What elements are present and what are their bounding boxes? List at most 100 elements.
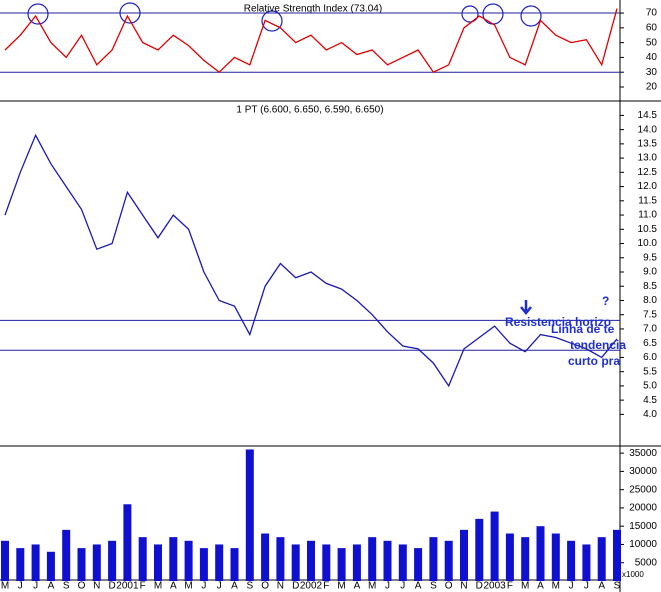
bar bbox=[521, 537, 530, 581]
y-tick-label: 13.0 bbox=[638, 153, 658, 164]
line bbox=[4, 8, 618, 74]
y-tick-label: 10.5 bbox=[638, 224, 658, 235]
y-tick-label: 40 bbox=[646, 52, 658, 63]
annotation: Resistencia horizo bbox=[505, 315, 611, 329]
circle bbox=[27, 3, 49, 25]
bar bbox=[475, 518, 484, 581]
y-tick-label: 11.0 bbox=[638, 210, 657, 221]
price-title: 1 PT (6.600, 6.650, 6.590, 6.650) bbox=[236, 105, 383, 116]
bar bbox=[108, 540, 117, 581]
x-tick-label: M bbox=[154, 581, 162, 592]
bar bbox=[184, 540, 193, 581]
x-tick-label: A bbox=[598, 581, 605, 592]
y-tick-label: 15000 bbox=[629, 521, 657, 532]
x-tick-label: S bbox=[430, 581, 437, 592]
bar bbox=[92, 544, 101, 581]
x-tick-label: D bbox=[292, 581, 299, 592]
x-tick-label: 2003 bbox=[483, 581, 506, 592]
bar bbox=[536, 526, 545, 581]
bar bbox=[276, 537, 285, 581]
x-tick-label: D bbox=[476, 581, 483, 592]
circle bbox=[520, 5, 542, 27]
y-tick-label: 12.0 bbox=[638, 181, 658, 192]
annotation: tendencia bbox=[570, 338, 626, 352]
bar bbox=[261, 533, 270, 581]
x-tick-label: O bbox=[261, 581, 269, 592]
x-tick-label: 2001 bbox=[116, 581, 139, 592]
arrow bbox=[520, 300, 532, 315]
x-tick-label: J bbox=[569, 581, 574, 592]
bar bbox=[398, 544, 407, 581]
y-tick-label: 4.5 bbox=[643, 395, 657, 406]
bar bbox=[551, 533, 560, 581]
bar bbox=[16, 548, 25, 581]
x-tick-label: 2002 bbox=[300, 581, 323, 592]
bar bbox=[138, 537, 147, 581]
bar bbox=[46, 551, 55, 581]
x-tick-label: S bbox=[246, 581, 253, 592]
bar bbox=[199, 548, 208, 581]
rsi-title: Relative Strength Index (73.04) bbox=[244, 4, 382, 15]
x-tick-label: F bbox=[507, 581, 513, 592]
bar bbox=[154, 544, 162, 581]
x-tick-label: O bbox=[78, 581, 86, 592]
x-tick-label: J bbox=[217, 581, 222, 592]
bar bbox=[414, 548, 423, 581]
unit-label: x1000 bbox=[622, 570, 644, 579]
circle bbox=[461, 5, 479, 23]
circle bbox=[261, 10, 283, 32]
x-tick-label: J bbox=[201, 581, 206, 592]
x-tick-label: A bbox=[354, 581, 361, 592]
y-tick-label: 7.5 bbox=[643, 309, 657, 320]
y-tick-label: 4.0 bbox=[643, 409, 657, 420]
bar bbox=[567, 540, 576, 581]
x-tick-label: N bbox=[277, 581, 284, 592]
bar bbox=[291, 544, 300, 581]
x-tick-label: S bbox=[614, 581, 621, 592]
line bbox=[4, 133, 618, 388]
y-tick-label: 6.5 bbox=[643, 338, 657, 349]
bar bbox=[169, 537, 178, 581]
bar bbox=[613, 529, 621, 581]
y-tick-label: 8.5 bbox=[643, 281, 657, 292]
x-tick-label: M bbox=[337, 581, 345, 592]
x-tick-label: J bbox=[33, 581, 38, 592]
bar bbox=[444, 540, 453, 581]
x-tick-label: J bbox=[584, 581, 589, 592]
y-tick-label: 9.5 bbox=[643, 252, 657, 263]
y-tick-label: 30000 bbox=[629, 466, 657, 477]
y-tick-label: 14.5 bbox=[638, 110, 658, 121]
y-tick-label: 12.5 bbox=[638, 167, 658, 178]
y-tick-label: 5000 bbox=[635, 557, 658, 568]
bar bbox=[77, 548, 86, 581]
bar bbox=[307, 540, 315, 581]
y-tick-label: 8.0 bbox=[643, 295, 657, 306]
x-tick-label: A bbox=[170, 581, 177, 592]
bar bbox=[429, 537, 438, 581]
x-tick-label: F bbox=[140, 581, 146, 592]
y-tick-label: 6.0 bbox=[643, 352, 657, 363]
bar bbox=[31, 544, 40, 581]
x-tick-label: S bbox=[63, 581, 70, 592]
x-tick-label: M bbox=[521, 581, 529, 592]
bar bbox=[1, 540, 9, 581]
y-tick-label: 11.5 bbox=[638, 195, 657, 206]
bar bbox=[337, 548, 346, 581]
x-tick-label: N bbox=[93, 581, 100, 592]
y-tick-label: 50 bbox=[646, 37, 658, 48]
annotation: ? bbox=[602, 294, 609, 308]
annotation: curto pra bbox=[568, 354, 620, 368]
bar bbox=[230, 548, 239, 581]
x-tick-label: F bbox=[323, 581, 329, 592]
bar bbox=[505, 533, 514, 581]
bar bbox=[582, 544, 591, 581]
bar bbox=[123, 504, 132, 581]
bar bbox=[215, 544, 224, 581]
y-tick-label: 60 bbox=[646, 22, 658, 33]
x-tick-label: J bbox=[18, 581, 23, 592]
x-tick-label: M bbox=[368, 581, 376, 592]
bar bbox=[383, 540, 392, 581]
x-tick-label: A bbox=[415, 581, 422, 592]
y-tick-label: 14.0 bbox=[638, 124, 658, 135]
